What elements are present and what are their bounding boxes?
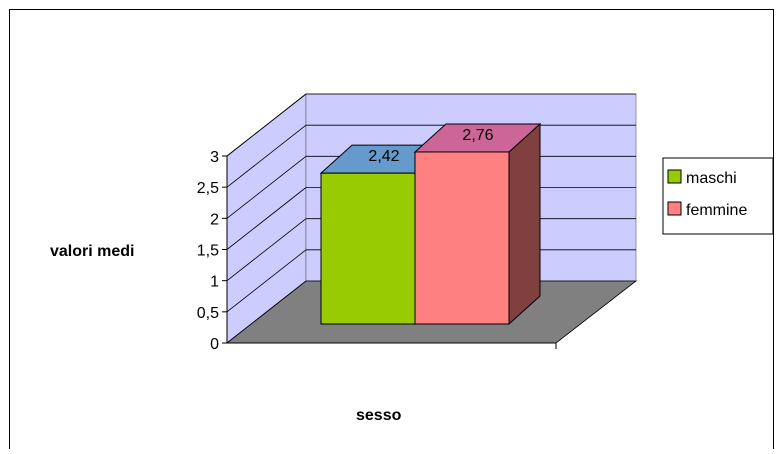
- y-tick-label: 1,5: [197, 243, 219, 260]
- gridline-side: [226, 249, 307, 313]
- bar-side-femmine: [508, 122, 541, 326]
- data-label-femmine: 2,76: [462, 127, 493, 144]
- legend: maschi femmine: [662, 157, 774, 235]
- gridline-side: [226, 187, 307, 250]
- x-axis-label: sesso: [356, 407, 402, 424]
- gridline-side: [226, 124, 307, 188]
- gridline-side: [226, 218, 307, 281]
- legend-swatch-femmine: [667, 201, 682, 216]
- y-tick-label: 0: [210, 336, 219, 353]
- y-tick-label: 2,5: [197, 180, 219, 197]
- legend-label-maschi: maschi: [686, 170, 737, 187]
- gridline-side: [226, 156, 307, 219]
- bars: [319, 122, 542, 326]
- y-tick-label: 0,5: [197, 305, 219, 322]
- gridline-side: [226, 93, 307, 157]
- y-axis-ticks: 0 0,5 1 1,5 2 2,5 3: [197, 149, 557, 353]
- y-tick-label: 1: [210, 274, 219, 291]
- y-axis-label: valori medi: [50, 243, 134, 260]
- y-tick-label: 3: [210, 149, 219, 166]
- y-tick-label: 2: [210, 211, 219, 228]
- legend-swatch-maschi: [667, 169, 682, 184]
- bar-femmine: [414, 151, 510, 325]
- legend-label-femmine: femmine: [686, 202, 747, 219]
- bar-maschi: [320, 172, 416, 325]
- data-labels: 2,42 2,76: [368, 127, 493, 165]
- data-label-maschi: 2,42: [368, 148, 399, 165]
